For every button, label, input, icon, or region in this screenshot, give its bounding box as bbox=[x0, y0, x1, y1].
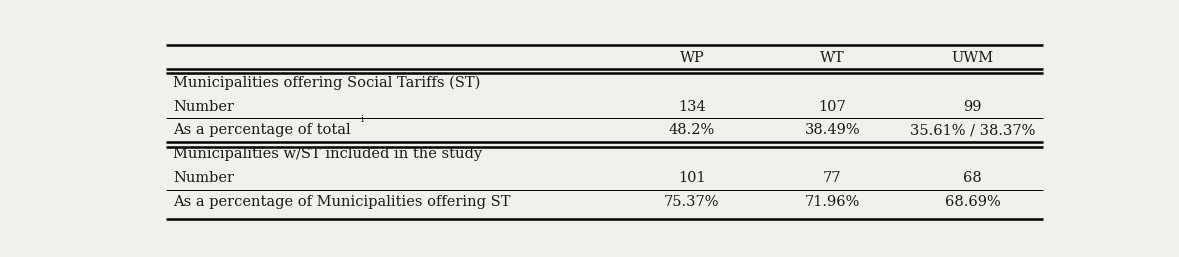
Text: 101: 101 bbox=[678, 171, 706, 185]
Text: WT: WT bbox=[819, 51, 844, 65]
Text: i: i bbox=[361, 115, 363, 124]
Text: WP: WP bbox=[679, 51, 704, 65]
Text: 35.61% / 38.37%: 35.61% / 38.37% bbox=[910, 123, 1035, 137]
Text: 38.49%: 38.49% bbox=[804, 123, 861, 137]
Text: Number: Number bbox=[173, 99, 233, 114]
Text: 134: 134 bbox=[678, 99, 706, 114]
Text: Municipalities offering Social Tariffs (ST): Municipalities offering Social Tariffs (… bbox=[173, 76, 480, 90]
Text: As a percentage of total: As a percentage of total bbox=[173, 123, 350, 137]
Text: UWM: UWM bbox=[951, 51, 994, 65]
Text: As a percentage of Municipalities offering ST: As a percentage of Municipalities offeri… bbox=[173, 195, 511, 209]
Text: Number: Number bbox=[173, 171, 233, 185]
Text: 68: 68 bbox=[963, 171, 982, 185]
Text: 68.69%: 68.69% bbox=[944, 195, 1001, 209]
Text: 71.96%: 71.96% bbox=[804, 195, 859, 209]
Text: 48.2%: 48.2% bbox=[668, 123, 716, 137]
Text: 75.37%: 75.37% bbox=[664, 195, 719, 209]
Text: 99: 99 bbox=[963, 99, 982, 114]
Text: 107: 107 bbox=[818, 99, 847, 114]
Text: 77: 77 bbox=[823, 171, 842, 185]
Text: Municipalities w/ST included in the study: Municipalities w/ST included in the stud… bbox=[173, 147, 482, 161]
